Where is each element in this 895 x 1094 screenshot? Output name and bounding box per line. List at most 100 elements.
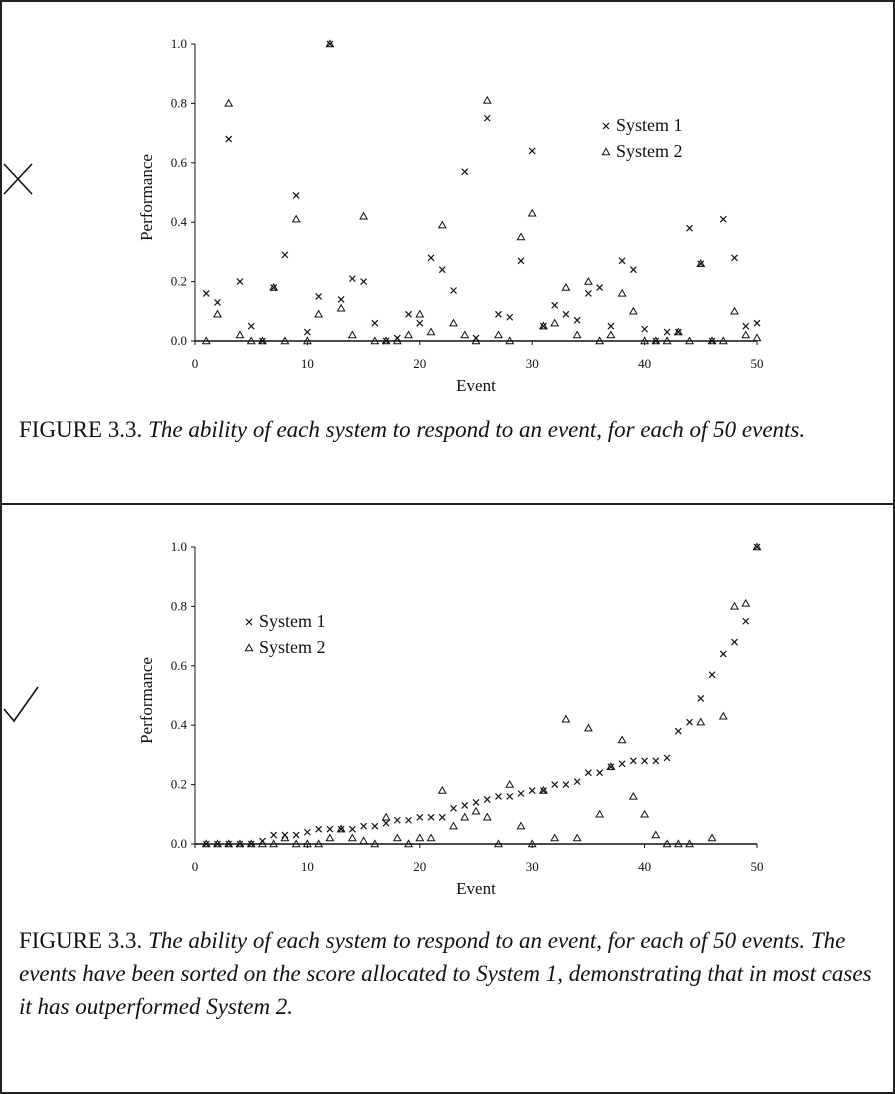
- data-point-shape: [201, 336, 211, 345]
- data-point: [302, 839, 312, 848]
- data-point-shape: [269, 282, 279, 291]
- data-point-shape: [741, 598, 751, 607]
- data-point: [606, 330, 616, 339]
- data-point-shape: [246, 839, 256, 848]
- data-point-shape: [392, 833, 402, 842]
- data-point: [528, 147, 536, 155]
- data-point-shape: [359, 836, 369, 845]
- data-point: [281, 251, 289, 259]
- data-point: [280, 833, 290, 842]
- data-point: [437, 785, 447, 794]
- data-point: [551, 781, 559, 789]
- x-axis-label: Event: [456, 879, 496, 898]
- data-point: [617, 735, 627, 744]
- data-point-stroke: [686, 224, 693, 232]
- data-point: [741, 330, 751, 339]
- figure-number: FIGURE 3.3.: [19, 417, 143, 442]
- figure-caption: FIGURE 3.3. The ability of each system t…: [19, 413, 879, 446]
- data-point: [370, 336, 380, 345]
- data-point: [405, 310, 412, 318]
- data-point-shape: [505, 779, 515, 788]
- chart-panel-sorted: 0.0 0.2 0.4 0.6 0.8 1.0 0 10 20 30 40 50 Event Perfor…: [2, 505, 893, 1090]
- data-point-stroke: [270, 284, 278, 291]
- data-point-stroke: [461, 801, 469, 809]
- data-point: [437, 220, 447, 229]
- data-point-stroke: [438, 813, 446, 821]
- data-point-shape: [628, 306, 638, 315]
- data-point: [315, 825, 323, 833]
- data-point: [686, 224, 693, 232]
- data-point-shape: [651, 336, 661, 345]
- data-point: [460, 330, 470, 339]
- data-point: [236, 278, 244, 286]
- y-tick-label: 1.0: [171, 36, 187, 51]
- data-point: [629, 266, 637, 274]
- data-point-shape: [583, 723, 593, 732]
- data-point: [360, 822, 368, 830]
- data-point-stroke: [663, 754, 671, 762]
- y-tick-label: 0.4: [171, 214, 188, 229]
- data-point-stroke: [562, 781, 570, 789]
- data-point-shape: [662, 336, 672, 345]
- data-point: [360, 278, 368, 286]
- data-point-stroke: [506, 793, 514, 800]
- data-point: [259, 337, 266, 345]
- data-point: [742, 322, 750, 330]
- data-point-shape: [673, 839, 683, 848]
- data-point-shape: [572, 833, 582, 842]
- data-point-stroke: [674, 328, 682, 336]
- data-point: [201, 839, 211, 848]
- data-point-stroke: [573, 778, 581, 786]
- data-point-shape: [482, 812, 492, 821]
- chart-panel-unsorted: 0.0 0.2 0.4 0.6 0.8 1.0 0 10 20 30 40 50 Event Perfor…: [2, 2, 893, 502]
- data-point-stroke: [371, 822, 379, 830]
- y-axis-label: Performance: [137, 154, 156, 241]
- data-point-shape: [213, 309, 222, 318]
- data-point-stroke: [416, 813, 424, 821]
- data-point: [347, 833, 357, 842]
- data-point: [314, 839, 324, 848]
- data-point-shape: [628, 791, 638, 800]
- figure-number: FIGURE 3.3.: [19, 928, 143, 953]
- data-point-stroke: [708, 337, 716, 345]
- data-point: [235, 839, 245, 848]
- data-point: [495, 793, 502, 800]
- data-point-shape: [516, 821, 526, 830]
- x-tick-label: 0: [192, 356, 199, 371]
- data-point: [641, 757, 649, 765]
- data-point-stroke: [495, 793, 502, 800]
- y-tick-label: 0.0: [171, 836, 187, 851]
- data-point-shape: [550, 833, 560, 842]
- data-point-shape: [494, 330, 503, 339]
- data-point: [719, 650, 727, 658]
- data-point: [595, 336, 605, 345]
- data-point: [381, 812, 391, 821]
- data-point-stroke: [202, 840, 210, 848]
- data-point: [405, 816, 412, 824]
- legend-marker: [244, 643, 254, 652]
- data-point-stroke: [607, 322, 615, 330]
- x-tick-label: 20: [413, 859, 426, 874]
- data-point-stroke: [225, 840, 233, 848]
- caption-text: The ability of each system to respond to…: [19, 928, 872, 1019]
- data-point-shape: [662, 839, 672, 848]
- data-point-shape: [426, 327, 436, 336]
- data-point-stroke: [719, 215, 727, 223]
- data-point: [730, 601, 739, 610]
- data-point-stroke: [596, 769, 604, 777]
- data-point-shape: [449, 821, 458, 830]
- data-point-shape: [707, 833, 717, 842]
- cross-mark-icon: [3, 163, 33, 195]
- data-point: [572, 330, 582, 339]
- data-point: [214, 840, 221, 848]
- data-point: [269, 282, 279, 291]
- data-point-shape: [370, 336, 380, 345]
- data-point: [595, 809, 605, 818]
- data-point: [415, 833, 425, 842]
- data-point-stroke: [292, 831, 300, 839]
- y-axis-label: Performance: [137, 657, 156, 744]
- data-point-shape: [617, 735, 627, 744]
- data-point-shape: [269, 839, 279, 848]
- data-point-stroke: [236, 840, 244, 848]
- data-point-stroke: [551, 301, 559, 309]
